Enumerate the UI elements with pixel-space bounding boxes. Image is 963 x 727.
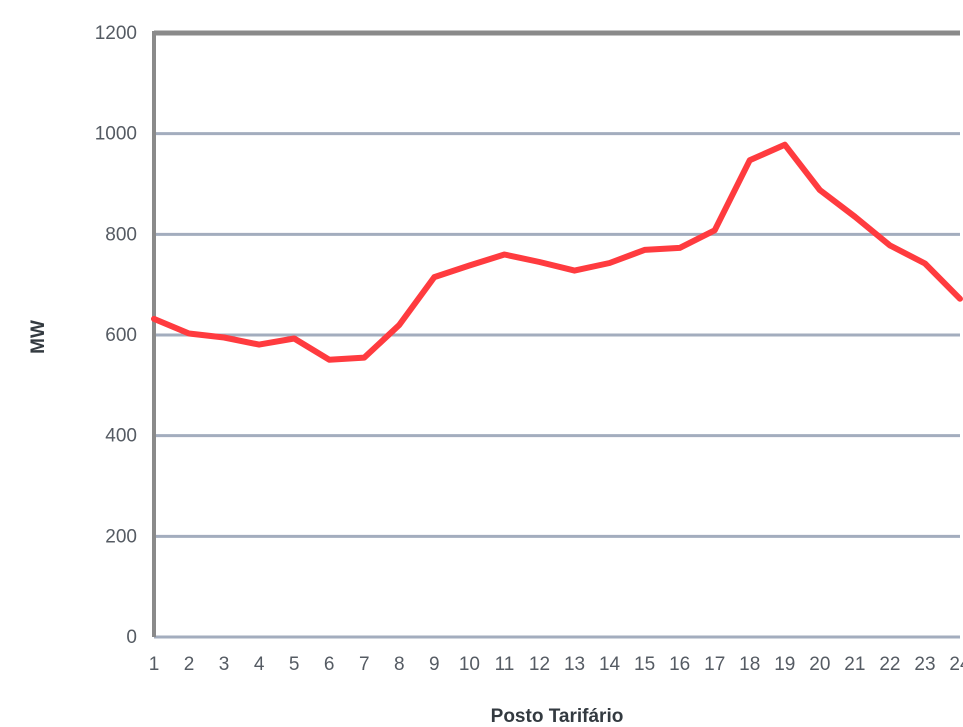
x-tick-label-3: 3 <box>219 654 230 675</box>
x-tick-label-12: 12 <box>529 654 550 675</box>
data-point <box>607 260 613 266</box>
data-point <box>922 261 928 267</box>
x-tick-labels: 123456789101112131415161718192021222324 <box>149 654 963 675</box>
x-tick-label-10: 10 <box>459 654 480 675</box>
x-tick-label-6: 6 <box>324 654 335 675</box>
x-tick-label-14: 14 <box>599 654 621 675</box>
data-point <box>817 187 823 193</box>
x-tick-label-16: 16 <box>669 654 690 675</box>
x-tick-label-24: 24 <box>949 654 963 675</box>
data-point <box>712 227 718 233</box>
x-axis-title: Posto Tarifário <box>491 706 624 727</box>
x-tick-label-21: 21 <box>844 654 865 675</box>
x-tick-label-1: 1 <box>149 654 160 675</box>
grid-lines <box>154 30 960 639</box>
y-tick-label-200: 200 <box>105 526 137 547</box>
data-point <box>747 157 753 163</box>
x-tick-label-4: 4 <box>254 654 265 675</box>
y-tick-label-0: 0 <box>126 627 137 648</box>
y-tick-labels: 0 200 400 600 800 1000 1200 <box>95 23 137 648</box>
data-point <box>887 242 893 248</box>
x-tick-label-5: 5 <box>289 654 300 675</box>
y-axis-title: MW <box>28 320 49 354</box>
data-point <box>186 330 192 336</box>
x-tick-label-19: 19 <box>774 654 795 675</box>
x-tick-label-7: 7 <box>359 654 370 675</box>
data-point <box>396 322 402 328</box>
series-line-0 <box>151 141 963 363</box>
x-tick-label-22: 22 <box>879 654 900 675</box>
x-tick-label-2: 2 <box>184 654 195 675</box>
x-tick-label-8: 8 <box>394 654 405 675</box>
series-layer <box>151 141 963 363</box>
y-tick-label-600: 600 <box>105 325 137 346</box>
data-point <box>677 245 683 251</box>
data-point <box>151 316 157 322</box>
data-point <box>291 336 297 342</box>
y-tick-label-1200: 1200 <box>95 23 137 44</box>
data-point <box>466 263 472 269</box>
x-tick-label-15: 15 <box>634 654 655 675</box>
data-point <box>256 342 262 348</box>
data-point <box>642 247 648 253</box>
data-point <box>572 268 578 274</box>
x-tick-label-11: 11 <box>495 654 515 675</box>
data-point <box>431 274 437 280</box>
y-tick-label-1000: 1000 <box>95 124 137 145</box>
y-tick-label-800: 800 <box>105 224 137 245</box>
x-tick-label-18: 18 <box>739 654 760 675</box>
x-tick-label-13: 13 <box>564 654 585 675</box>
x-tick-label-23: 23 <box>914 654 935 675</box>
data-point <box>221 335 227 341</box>
data-point <box>536 259 542 265</box>
x-tick-label-20: 20 <box>809 654 830 675</box>
x-tick-label-9: 9 <box>429 654 440 675</box>
y-tick-label-400: 400 <box>105 426 137 447</box>
x-tick-label-17: 17 <box>704 654 725 675</box>
data-point <box>852 214 858 220</box>
data-point <box>361 355 367 361</box>
data-point <box>782 142 788 148</box>
data-point <box>957 296 963 302</box>
data-point <box>326 357 332 363</box>
data-point <box>501 251 507 257</box>
